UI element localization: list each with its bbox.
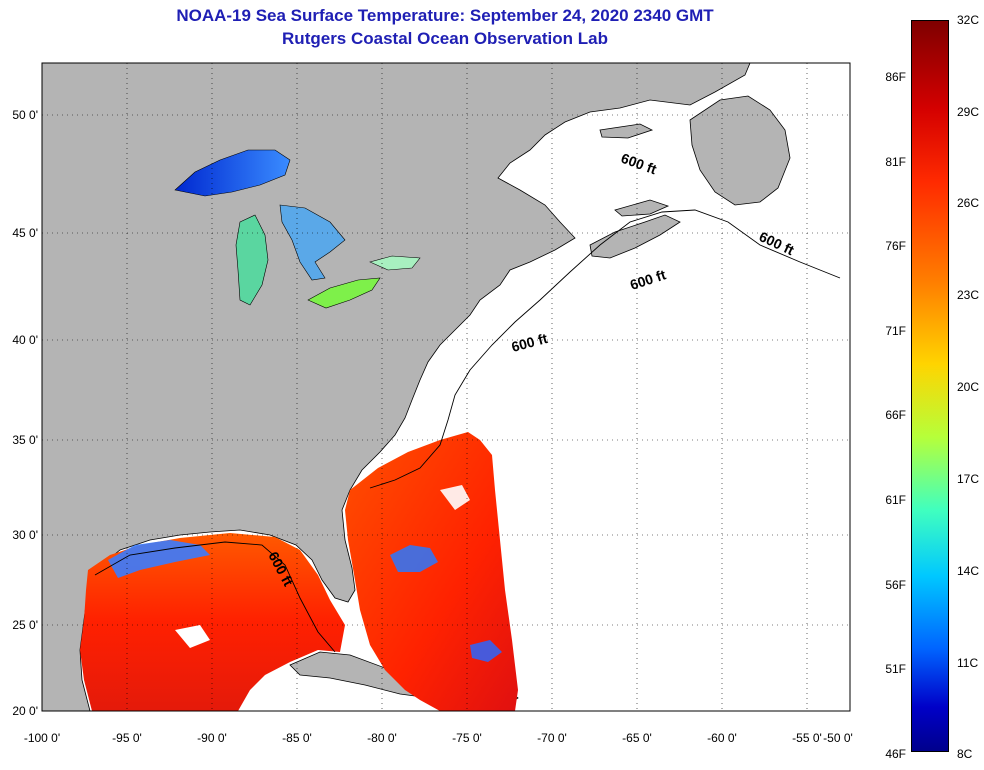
lat-label: 25 0' (12, 618, 38, 632)
cold-shelf-patch (108, 540, 210, 578)
lat-label: 40 0' (12, 333, 38, 347)
colorbar-label-f: 76F (885, 239, 906, 253)
cloud-gap (440, 485, 470, 510)
great-lakes-sst (174, 149, 421, 309)
colorbar-label-c: 20C (957, 380, 980, 394)
lon-label: -50 0' (823, 731, 853, 745)
cold-eddy (390, 545, 438, 572)
lon-label: -80 0' (367, 731, 397, 745)
map-grid (42, 63, 850, 711)
lat-label: 35 0' (12, 433, 38, 447)
cold-eddy-2 (470, 640, 502, 662)
colorbar-label-f: 86F (885, 70, 906, 84)
lake-erie (307, 277, 381, 309)
cloud-patch (175, 625, 210, 648)
lake-ontario (369, 255, 421, 271)
colorbar-label-c: 23C (957, 288, 980, 302)
map-subtitle: Rutgers Coastal Ocean Observation Lab (282, 29, 608, 48)
atlantic-sst-swath (345, 432, 518, 711)
colorbar-label-f: 56F (885, 578, 906, 592)
lat-label: 45 0' (12, 226, 38, 240)
lon-label: -65 0' (622, 731, 652, 745)
lake-superior (174, 149, 291, 197)
map-frame (41, 62, 851, 712)
map-title: NOAA-19 Sea Surface Temperature: Septemb… (176, 6, 714, 25)
colorbar-label-f: 61F (885, 493, 906, 507)
lat-label: 50 0' (12, 108, 38, 122)
gulf-sst (80, 533, 345, 711)
gulf-of-mexico-sst (80, 533, 345, 711)
lon-label: -70 0' (537, 731, 567, 745)
colorbar-label-f: 46F (885, 747, 906, 761)
colorbar-label-f: 71F (885, 324, 906, 338)
colorbar-label-c: 32C (957, 13, 980, 27)
lon-label: -95 0' (112, 731, 142, 745)
colorbar-label-f: 81F (885, 155, 906, 169)
colorbar-label-c: 26C (957, 196, 980, 210)
longitude-labels: -100 0' -95 0' -90 0' -85 0' -80 0' -75 … (24, 731, 853, 745)
atlantic-sst (345, 432, 518, 711)
lat-label: 30 0' (12, 528, 38, 542)
depth-contour (94, 209, 841, 653)
colorbar-label-c: 29C (957, 105, 980, 119)
lon-label: -85 0' (282, 731, 312, 745)
colorbar-label-f: 51F (885, 662, 906, 676)
lon-label: -100 0' (24, 731, 60, 745)
colorbar-label-c: 11C (957, 656, 979, 670)
lat-label: 20 0' (12, 704, 38, 718)
colorbar-label-f: 66F (885, 408, 906, 422)
colorbar-label-c: 14C (957, 564, 980, 578)
colorbar-label-c: 17C (957, 472, 980, 486)
lake-huron (279, 204, 346, 281)
lake-michigan (235, 214, 269, 306)
lon-label: -55 0' (792, 731, 822, 745)
lon-label: -75 0' (452, 731, 482, 745)
temperature-colorbar (911, 20, 949, 752)
lon-label: -60 0' (707, 731, 737, 745)
latitude-labels: 50 0' 45 0' 40 0' 35 0' 30 0' 25 0' 20 0… (12, 108, 38, 718)
colorbar-label-c: 8C (957, 747, 973, 761)
lon-label: -90 0' (197, 731, 227, 745)
